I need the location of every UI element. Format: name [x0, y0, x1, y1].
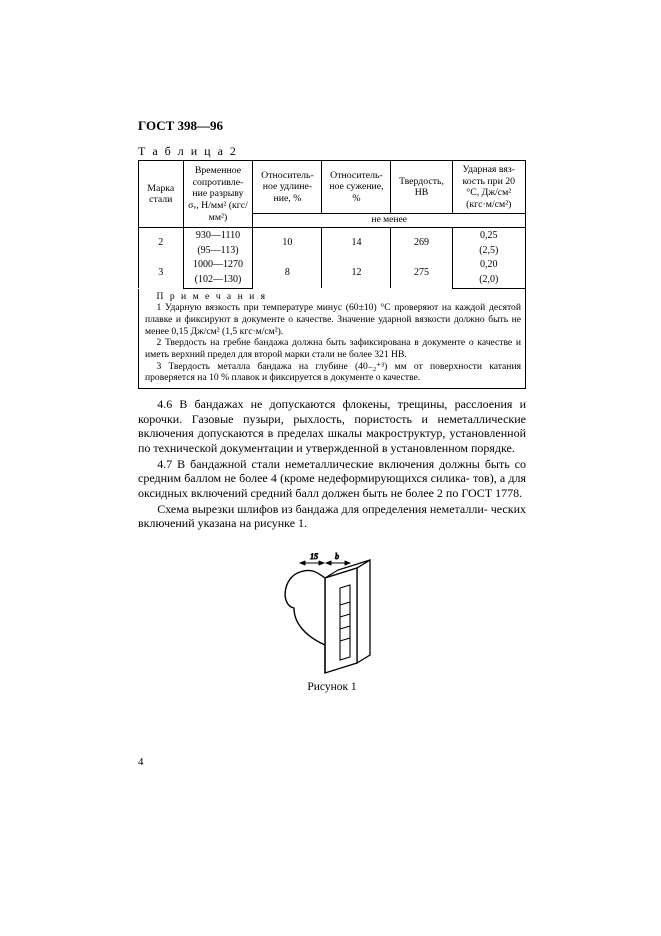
- cell-grade: 2: [139, 228, 184, 258]
- cell-grade: 3: [139, 258, 184, 288]
- note-1: 1 Ударную вязкость при температуре минус…: [145, 302, 521, 337]
- th-tensile: Временное сопротивле- ние разрыву σᵥ, Н/…: [183, 160, 253, 227]
- cell-tensile-b: (102—130): [183, 273, 253, 288]
- page-number: 4: [138, 756, 144, 768]
- content-column: ГОСТ 398—96 Т а б л и ц а 2 Марка стали …: [138, 118, 526, 695]
- table-caption: Т а б л и ц а 2: [138, 144, 526, 158]
- cell-red: 12: [322, 258, 391, 288]
- table-row: 2 930—1110 10 14 269 0,25: [139, 228, 526, 243]
- note-3: 3 Твердость металла бандажа на глубине (…: [145, 361, 521, 384]
- notes-title: П р и м е ч а н и я: [157, 291, 268, 302]
- cell-tensile-a: 1000—1270: [183, 258, 253, 273]
- th-hardness: Твердость, HB: [391, 160, 452, 213]
- cell-hard: 269: [391, 228, 452, 258]
- cell-red: 14: [322, 228, 391, 258]
- cell-tensile-a: 930—1110: [183, 228, 253, 243]
- th-elongation: Относитель- ное удлине- ние, %: [253, 160, 322, 213]
- th-not-less: не менее: [253, 214, 526, 228]
- para-4-6: 4.6 В бандажах не допускаются флокены, т…: [138, 397, 526, 456]
- page: ГОСТ 398—96 Т а б л и ц а 2 Марка стали …: [0, 0, 661, 936]
- figure-1: 15 b Рисунок 1: [138, 545, 526, 695]
- notes-line-1: П р и м е ч а н и я: [145, 291, 521, 303]
- body-text: 4.6 В бандажах не допускаются флокены, т…: [138, 397, 526, 531]
- th-reduction: Относитель- ное сужение, %: [322, 160, 391, 213]
- cell-impact-a: 0,20: [452, 258, 525, 273]
- cell-impact-b: (2,0): [452, 273, 525, 288]
- cell-hard: 275: [391, 258, 452, 288]
- th-impact: Ударная вяз- кость при 20 °С, Дж/см² (кг…: [452, 160, 525, 213]
- document-header: ГОСТ 398—96: [138, 118, 526, 134]
- th-grade: Марка стали: [139, 160, 184, 227]
- table-notes: П р и м е ч а н и я 1 Ударную вязкость п…: [138, 289, 526, 390]
- cell-impact-b: (2,5): [452, 243, 525, 258]
- para-scheme: Схема вырезки шлифов из бандажа для опре…: [138, 502, 526, 531]
- svg-text:b: b: [335, 552, 339, 561]
- para-4-7: 4.7 В бандажной стали неметаллические вк…: [138, 457, 526, 501]
- note-2: 2 Твердость на гребне бандажа должна быт…: [145, 337, 521, 360]
- svg-text:15: 15: [310, 552, 318, 561]
- table-row: 3 1000—1270 8 12 275 0,20: [139, 258, 526, 273]
- table-2: Марка стали Временное сопротивле- ние ра…: [138, 160, 526, 289]
- cell-tensile-b: (95—113): [183, 243, 253, 258]
- cell-impact-a: 0,25: [452, 228, 525, 243]
- figure-caption: Рисунок 1: [138, 681, 526, 695]
- cell-elong: 8: [253, 258, 322, 288]
- cell-elong: 10: [253, 228, 322, 258]
- figure-1-diagram: 15 b: [267, 545, 397, 675]
